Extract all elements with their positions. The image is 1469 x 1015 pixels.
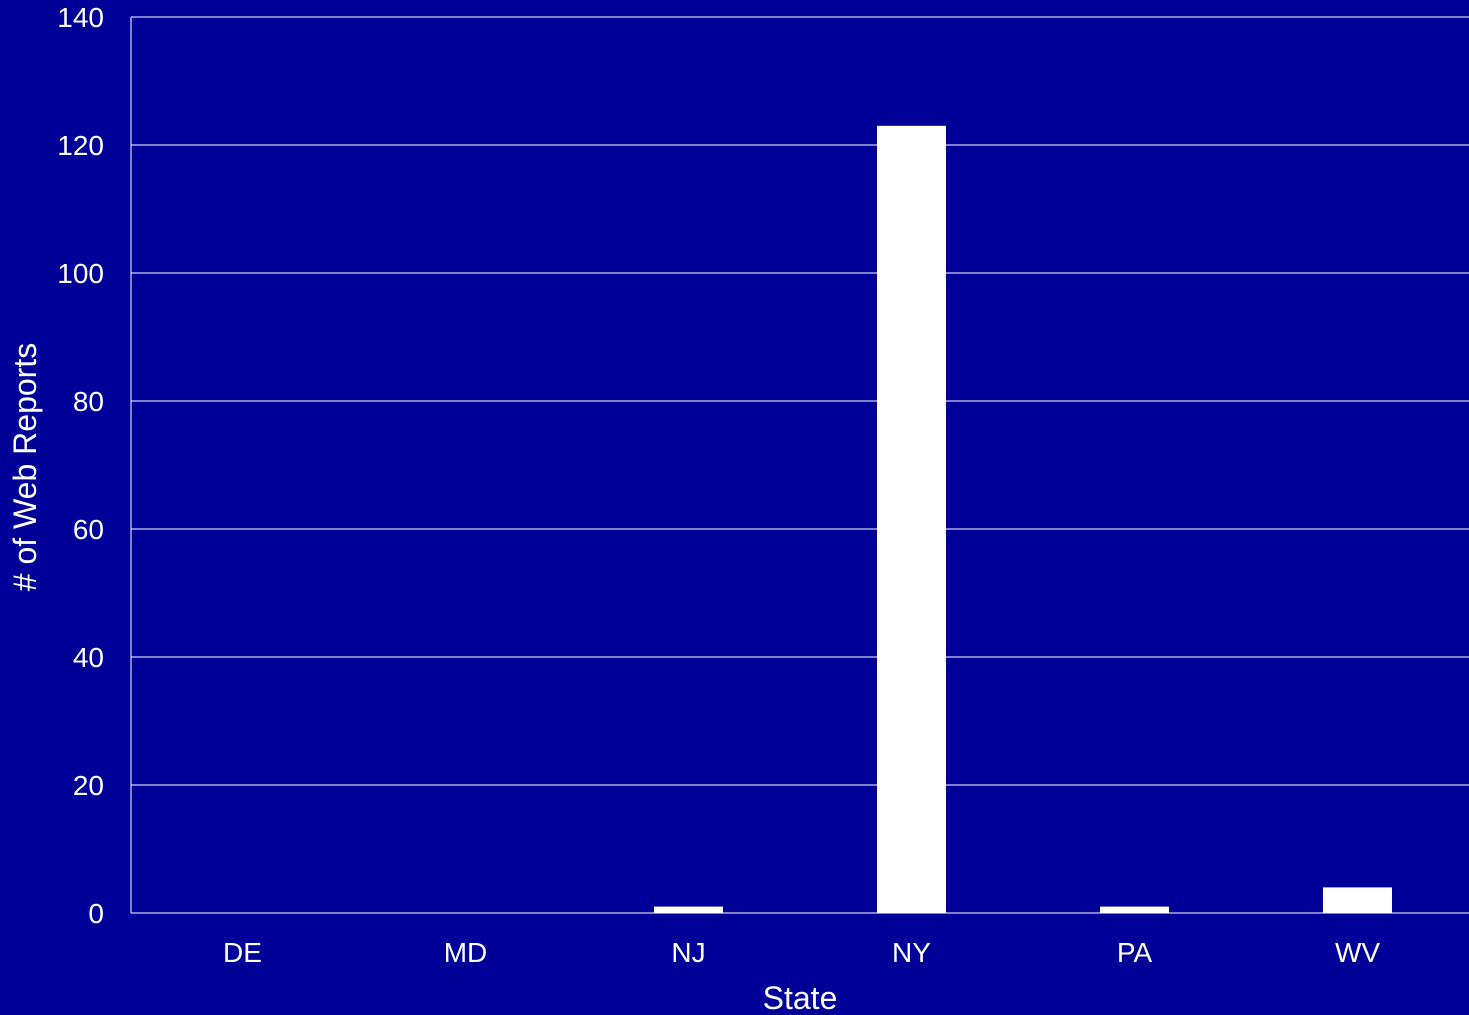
x-tick-label: PA: [1117, 937, 1153, 968]
axes: [130, 17, 1469, 914]
y-tick-label: 60: [73, 514, 104, 545]
x-tick-label: NJ: [671, 937, 705, 968]
x-axis-title: State: [763, 980, 838, 1015]
y-tick-label: 40: [73, 642, 104, 673]
bar-ny: [877, 125, 946, 914]
y-tick-label: 120: [57, 130, 104, 161]
x-tick-labels: DE MD NJ NY PA WV: [223, 937, 1380, 968]
bar-nj: [654, 906, 723, 913]
y-tick-label: 80: [73, 386, 104, 417]
x-tick-label: DE: [223, 937, 262, 968]
x-tick-label: WV: [1335, 937, 1380, 968]
gridlines: [131, 16, 1469, 786]
y-tick-label: 0: [88, 898, 104, 929]
y-tick-labels: 0 20 40 60 80 100 120 140: [57, 2, 104, 929]
bar-pa: [1100, 906, 1169, 913]
bar-wv: [1323, 887, 1392, 913]
y-axis-title: # of Web Reports: [7, 343, 43, 591]
x-tick-label: MD: [444, 937, 488, 968]
y-tick-label: 20: [73, 770, 104, 801]
bars: [654, 125, 1392, 914]
x-tick-label: NY: [892, 937, 931, 968]
y-tick-label: 100: [57, 258, 104, 289]
y-tick-label: 140: [57, 2, 104, 33]
